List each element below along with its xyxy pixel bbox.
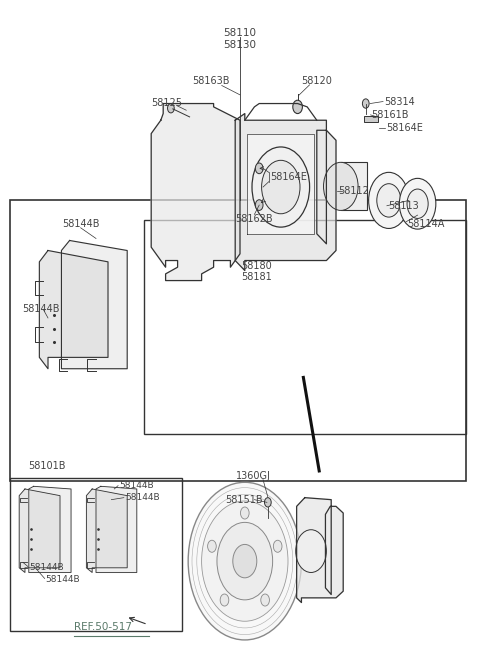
Circle shape [252, 147, 310, 227]
Text: 58144B: 58144B [29, 563, 63, 572]
Circle shape [233, 544, 257, 578]
Circle shape [377, 184, 401, 217]
Text: 58125: 58125 [152, 98, 182, 108]
Polygon shape [86, 489, 127, 572]
Text: 58110
58130: 58110 58130 [224, 28, 256, 49]
Polygon shape [235, 114, 336, 271]
Text: 58164E: 58164E [386, 124, 423, 133]
Text: 58113: 58113 [388, 201, 419, 210]
Polygon shape [96, 486, 137, 572]
Circle shape [208, 540, 216, 552]
Polygon shape [19, 489, 60, 572]
Text: 58144B: 58144B [119, 481, 154, 490]
FancyBboxPatch shape [341, 162, 367, 210]
Text: 58101B: 58101B [28, 462, 66, 471]
Circle shape [188, 482, 301, 640]
Circle shape [240, 507, 249, 519]
Text: 58144B: 58144B [62, 219, 99, 228]
Polygon shape [39, 250, 108, 369]
Circle shape [296, 530, 326, 572]
FancyBboxPatch shape [364, 116, 378, 122]
Polygon shape [247, 134, 314, 234]
Circle shape [217, 522, 273, 600]
Text: 58180
58181: 58180 58181 [241, 261, 272, 282]
Circle shape [264, 498, 271, 507]
Circle shape [168, 104, 174, 113]
Circle shape [262, 160, 300, 214]
Text: 58114A: 58114A [407, 219, 444, 228]
Circle shape [407, 189, 428, 218]
Circle shape [255, 200, 263, 210]
Text: 58112: 58112 [338, 186, 369, 196]
Circle shape [202, 501, 288, 621]
Circle shape [261, 594, 269, 606]
Polygon shape [61, 240, 127, 369]
Text: 58120: 58120 [301, 77, 332, 86]
Text: 58151B: 58151B [225, 495, 263, 504]
Circle shape [293, 100, 302, 114]
Text: 58162B: 58162B [236, 214, 273, 224]
Circle shape [362, 99, 369, 108]
Text: 58161B: 58161B [372, 110, 409, 120]
Text: 58144B: 58144B [22, 305, 60, 314]
Polygon shape [297, 498, 343, 603]
Circle shape [324, 162, 358, 210]
Circle shape [273, 540, 282, 552]
Circle shape [399, 178, 436, 229]
Text: 58314: 58314 [384, 97, 415, 106]
Text: 1360GJ: 1360GJ [236, 471, 271, 480]
Polygon shape [29, 486, 71, 572]
Circle shape [369, 172, 409, 228]
Polygon shape [151, 104, 240, 281]
Text: REF.50-517: REF.50-517 [74, 622, 132, 631]
Text: 58144B: 58144B [46, 575, 80, 584]
Circle shape [220, 594, 229, 606]
Text: 58144B: 58144B [125, 493, 159, 502]
Text: 58163B: 58163B [192, 77, 230, 86]
Circle shape [255, 163, 263, 174]
Text: 58164E: 58164E [270, 172, 307, 182]
